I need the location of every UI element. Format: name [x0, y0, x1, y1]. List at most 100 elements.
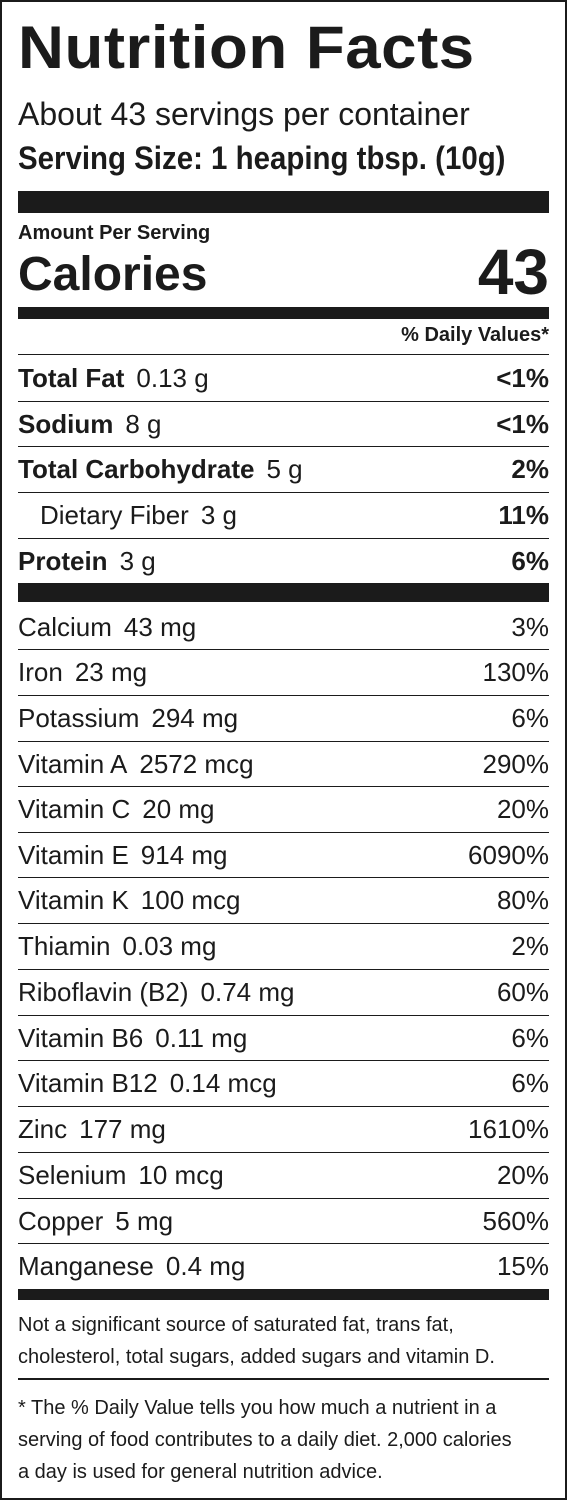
- footnote-line: a day is used for general nutrition advi…: [18, 1461, 383, 1483]
- nutrient-amount: 2572 mcg: [139, 749, 254, 779]
- nutrient-amount: 0.13 g: [136, 363, 209, 393]
- amount-per-serving: Amount Per Serving: [18, 222, 211, 244]
- nutrient-row-vitamin-b12: Vitamin B12 0.14 mcg 6%: [18, 1060, 549, 1106]
- daily-values-header: % Daily Values*: [401, 324, 549, 346]
- row-divider: [18, 354, 549, 355]
- servings-per-container: About 43 servings per container: [18, 96, 470, 132]
- nutrient-name: Vitamin K: [18, 885, 129, 915]
- row-divider: [18, 695, 549, 696]
- nutrient-row-calcium: Calcium 43 mg 3%: [18, 604, 549, 650]
- thick-divider: [18, 583, 549, 602]
- nutrient-name: Vitamin E: [18, 840, 129, 870]
- nutrient-row-dietary-fiber: Dietary Fiber 3 g 11%: [18, 492, 549, 538]
- row-divider: [18, 969, 549, 970]
- nutrient-amount: 10 mcg: [138, 1160, 224, 1190]
- row-divider: [18, 492, 549, 493]
- nutrient-name: Vitamin B6: [18, 1023, 144, 1053]
- nutrient-row-zinc: Zinc 177 mg 1610%: [18, 1106, 549, 1152]
- row-divider: [18, 786, 549, 787]
- footnote-line: cholesterol, total sugars, added sugars …: [18, 1346, 495, 1368]
- row-divider: [18, 741, 549, 742]
- nutrient-row-vitamin-c: Vitamin C 20 mg 20%: [18, 786, 549, 832]
- nutrient-name: Sodium: [18, 409, 114, 439]
- nutrient-amount: 0.74 mg: [200, 977, 295, 1007]
- nutrient-name: Riboflavin (B2): [18, 977, 189, 1007]
- footnote-line: Not a significant source of saturated fa…: [18, 1314, 454, 1336]
- nutrient-row-potassium: Potassium 294 mg 6%: [18, 695, 549, 741]
- nutrient-amount: 43 mg: [123, 612, 197, 642]
- calories-label: Calories: [18, 248, 208, 301]
- nutrient-daily-value: <1%: [496, 409, 549, 439]
- nutrient-daily-value: 130%: [482, 657, 550, 687]
- nutrient-daily-value: 6%: [511, 1023, 549, 1053]
- footnote-not-significant: Not a significant source of saturated fa…: [18, 1309, 549, 1373]
- nutrient-daily-value: 2%: [511, 931, 549, 961]
- nutrient-row-sodium: Sodium 8 g <1%: [18, 401, 549, 447]
- nutrient-name: Thiamin: [18, 931, 111, 961]
- nutrient-amount: 5 g: [266, 454, 303, 484]
- nutrient-name: Potassium: [18, 703, 140, 733]
- footnote-line: * The % Daily Value tells you how much a…: [18, 1397, 497, 1419]
- nutrient-daily-value: 6090%: [468, 840, 549, 870]
- thin-divider: [18, 1378, 549, 1380]
- nutrient-amount: 0.4 mg: [165, 1251, 246, 1281]
- row-divider: [18, 401, 549, 402]
- nutrient-daily-value: 3%: [511, 612, 549, 642]
- row-divider: [18, 1243, 549, 1244]
- nutrient-amount: 0.11 mg: [155, 1023, 248, 1053]
- nutrient-daily-value: 560%: [482, 1206, 550, 1236]
- nutrient-row-vitamin-e: Vitamin E 914 mg 6090%: [18, 832, 549, 878]
- nutrient-amount: 8 g: [125, 409, 162, 439]
- medium-divider: [18, 307, 549, 319]
- nutrient-daily-value: 11%: [498, 500, 549, 530]
- nutrient-name: Total Carbohydrate: [18, 454, 255, 484]
- nutrient-row-total-carbohydrate: Total Carbohydrate 5 g 2%: [18, 446, 549, 492]
- nutrient-daily-value: 290%: [482, 749, 550, 779]
- nutrient-amount: 294 mg: [151, 703, 239, 733]
- nutrient-daily-value: 6%: [511, 1068, 549, 1098]
- row-divider: [18, 446, 549, 447]
- nutrient-row-vitamin-b6: Vitamin B6 0.11 mg 6%: [18, 1015, 549, 1061]
- nutrient-amount: 177 mg: [79, 1114, 166, 1144]
- thick-divider: [18, 191, 549, 213]
- footnote-daily-value: * The % Daily Value tells you how much a…: [18, 1392, 549, 1488]
- nutrient-amount: 914 mg: [140, 840, 228, 870]
- row-divider: [18, 1015, 549, 1016]
- nutrient-daily-value: 20%: [496, 1160, 549, 1190]
- nutrient-row-iron: Iron 23 mg 130%: [18, 649, 549, 695]
- nutrient-name: Calcium: [18, 612, 112, 642]
- nutrient-daily-value: 15%: [496, 1251, 549, 1281]
- nutrient-row-manganese: Manganese 0.4 mg 15%: [18, 1243, 549, 1289]
- footnote-line: serving of food contributes to a daily d…: [18, 1429, 512, 1451]
- row-divider: [18, 1152, 549, 1153]
- nutrient-name: Iron: [18, 657, 63, 687]
- nutrient-daily-value: <1%: [496, 363, 549, 393]
- calories-value: 43: [477, 236, 549, 308]
- label-title: Nutrition Facts: [18, 14, 475, 81]
- nutrient-amount: 20 mg: [142, 794, 215, 824]
- nutrient-daily-value: 60%: [496, 977, 549, 1007]
- nutrient-amount: 0.14 mcg: [169, 1068, 277, 1098]
- nutrient-daily-value: 1610%: [468, 1114, 549, 1144]
- nutrient-amount: 100 mcg: [140, 885, 241, 915]
- nutrient-amount: 3 g: [119, 546, 156, 576]
- nutrient-amount: 3 g: [200, 500, 237, 530]
- nutrient-daily-value: 20%: [496, 794, 549, 824]
- row-divider: [18, 877, 549, 878]
- nutrient-amount: 5 mg: [115, 1206, 174, 1236]
- nutrient-name: Vitamin C: [18, 794, 131, 824]
- medium-divider: [18, 1289, 549, 1300]
- nutrient-name: Selenium: [18, 1160, 127, 1190]
- row-divider: [18, 1060, 549, 1061]
- nutrient-row-vitamin-a: Vitamin A 2572 mcg 290%: [18, 741, 549, 787]
- row-divider: [18, 1106, 549, 1107]
- serving-size: Serving Size: 1 heaping tbsp. (10g): [18, 140, 506, 176]
- row-divider: [18, 649, 549, 650]
- nutrient-name: Zinc: [18, 1114, 68, 1144]
- nutrient-name: Vitamin A: [18, 749, 128, 779]
- nutrient-row-thiamin: Thiamin 0.03 mg 2%: [18, 923, 549, 969]
- nutrient-row-selenium: Selenium 10 mcg 20%: [18, 1152, 549, 1198]
- nutrient-daily-value: 6%: [511, 703, 549, 733]
- nutrient-row-copper: Copper 5 mg 560%: [18, 1198, 549, 1244]
